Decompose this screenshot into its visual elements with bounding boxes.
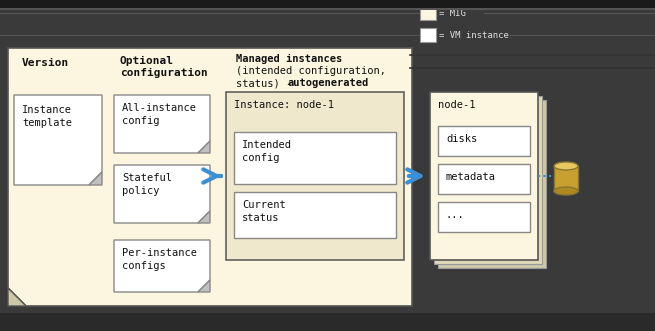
Text: Per-instance
configs: Per-instance configs (122, 248, 197, 271)
Bar (430, 92, 538, 260)
Ellipse shape (554, 187, 578, 195)
Bar (438, 202, 530, 232)
Text: = MIG: = MIG (439, 9, 466, 18)
Polygon shape (14, 95, 102, 185)
Bar (434, 96, 542, 264)
Bar (234, 192, 396, 238)
Text: Version: Version (22, 58, 69, 68)
Text: Stateful
policy: Stateful policy (122, 173, 172, 196)
Text: node-1: node-1 (438, 100, 476, 110)
Text: disks: disks (446, 134, 477, 144)
Ellipse shape (554, 162, 578, 170)
Polygon shape (114, 95, 210, 153)
Bar (554, 166, 578, 191)
Text: All-instance
config: All-instance config (122, 103, 197, 126)
Polygon shape (8, 48, 412, 306)
Bar (420, 6, 436, 20)
Text: status) -: status) - (236, 78, 299, 88)
Polygon shape (198, 141, 210, 153)
Text: autogenerated: autogenerated (288, 78, 369, 88)
Bar (234, 132, 396, 184)
Text: Instance
template: Instance template (22, 105, 72, 128)
Polygon shape (198, 211, 210, 223)
Polygon shape (198, 280, 210, 292)
Bar (0, 0, 655, 8)
Polygon shape (114, 240, 210, 292)
Polygon shape (114, 165, 210, 223)
Bar (0, 313, 655, 331)
Text: metadata: metadata (446, 172, 496, 182)
Text: Instance: node-1: Instance: node-1 (234, 100, 334, 110)
Bar (438, 164, 530, 194)
Text: Current
status: Current status (242, 200, 286, 223)
Bar (438, 100, 546, 268)
Polygon shape (8, 288, 26, 306)
Text: ...: ... (446, 210, 465, 220)
Text: (intended configuration,: (intended configuration, (236, 66, 386, 76)
Text: Intended
config: Intended config (242, 140, 292, 163)
Bar (438, 126, 530, 156)
Text: = VM instance: = VM instance (439, 30, 509, 39)
Bar (420, 28, 436, 42)
Text: Managed instances: Managed instances (236, 54, 343, 64)
Text: Optional
configuration: Optional configuration (120, 56, 208, 78)
Bar (226, 92, 404, 260)
Bar (0, 8, 655, 10)
Polygon shape (89, 172, 102, 185)
